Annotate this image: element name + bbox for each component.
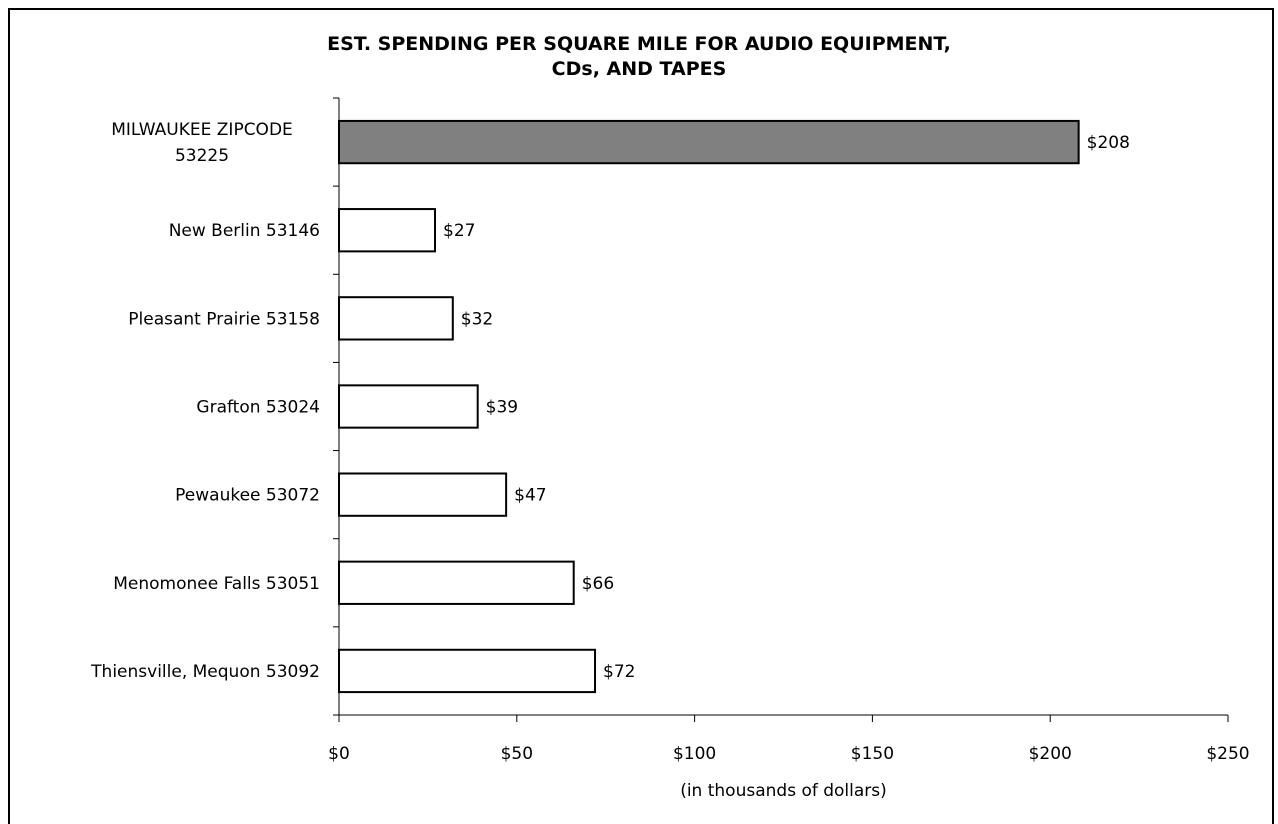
x-tick-label: $150 <box>851 744 894 764</box>
x-tick-label: $200 <box>1029 744 1072 764</box>
x-tick-label: $50 <box>501 744 533 764</box>
chart-title-line-2: CDs, AND TAPES <box>551 58 727 80</box>
bar-value-label: $208 <box>1087 133 1130 153</box>
bar-value-label: $47 <box>514 486 546 506</box>
bar-value-label: $72 <box>603 662 635 682</box>
bar-value-label: $39 <box>486 398 518 418</box>
category-label: Thiensville, Mequon 53092 <box>90 662 320 682</box>
category-label: MILWAUKEE ZIPCODE <box>111 120 293 140</box>
bar-value-label: $66 <box>582 574 614 594</box>
bar <box>338 384 479 429</box>
category-label: Grafton 53024 <box>196 398 320 418</box>
category-label: Pewaukee 53072 <box>175 486 320 506</box>
bar <box>338 648 597 694</box>
bar <box>338 560 575 605</box>
category-label: 53225 <box>175 146 229 166</box>
x-axis-label: (in thousands of dollars) <box>680 781 887 801</box>
chart-title: EST. SPENDING PER SQUARE MILE FOR AUDIO … <box>0 32 1278 82</box>
bar-value-label: $27 <box>443 221 475 241</box>
bar <box>338 208 437 253</box>
category-label: Menomonee Falls 53051 <box>113 574 320 594</box>
x-tick-label: $0 <box>328 744 350 764</box>
x-tick-label: $100 <box>673 744 716 764</box>
bar <box>338 119 1080 165</box>
bar <box>338 472 508 517</box>
category-label: Pleasant Prairie 53158 <box>128 309 320 329</box>
chart-title-line-1: EST. SPENDING PER SQUARE MILE FOR AUDIO … <box>327 33 951 55</box>
category-label: New Berlin 53146 <box>169 221 320 241</box>
x-tick-label: $250 <box>1206 744 1249 764</box>
bar <box>338 296 454 341</box>
bar-value-label: $32 <box>461 309 493 329</box>
